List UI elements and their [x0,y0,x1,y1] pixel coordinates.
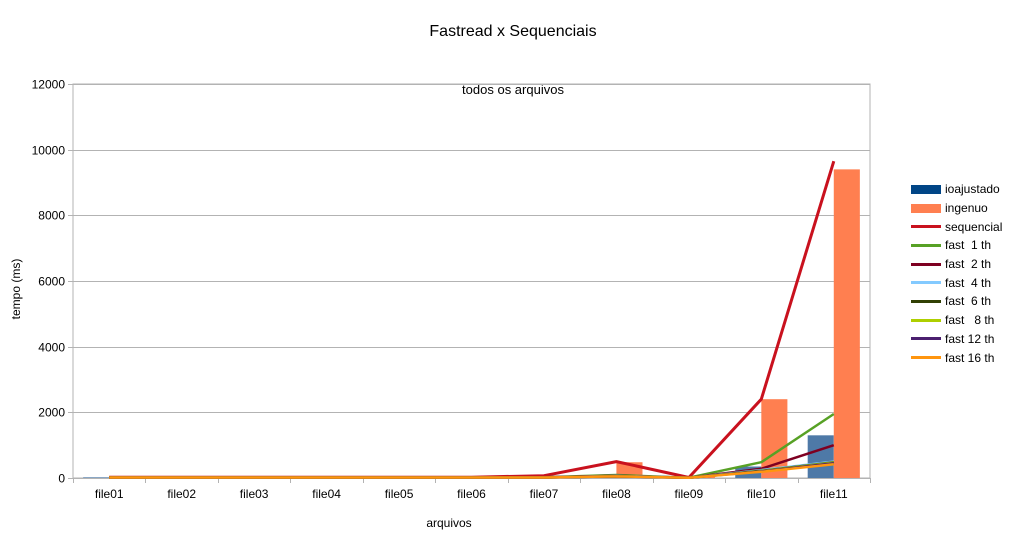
legend-swatch [911,225,941,229]
x-tick-label: file02 [167,487,196,501]
y-tick-label: 4000 [38,341,65,355]
x-tick-label: file01 [95,487,124,501]
legend-item: fast 8 th [911,311,1011,330]
x-tick-label: file03 [240,487,269,501]
legend-swatch [911,337,941,341]
legend-item: fast 6 th [911,292,1011,311]
x-tick-label: file07 [530,487,559,501]
legend-swatch [911,356,941,360]
y-tick-label: 6000 [38,275,65,289]
legend-label: fast 2 th [945,257,992,272]
legend-label: fast 12 th [945,331,995,346]
legend-swatch [911,281,941,285]
legend-swatch [911,318,941,322]
y-tick-label: 12000 [32,78,66,92]
y-tick-label: 8000 [38,209,65,223]
x-tick-label: file10 [747,487,776,501]
legend-label: fast 6 th [945,294,992,309]
bar-ioajustado-file11 [807,435,834,478]
bar-ingenuo-file11 [833,169,860,478]
legend-label: fast 4 th [945,275,992,290]
lines [109,160,836,479]
bar-ioajustado-file01 [83,477,110,478]
y-tick-label: 0 [58,472,65,486]
y-axis-label: tempo (ms) [9,259,23,320]
bar-ingenuo-file10 [761,399,788,478]
legend-label: fast 8 th [945,313,995,328]
legend-label: sequencial [945,219,1003,234]
legend-swatch [911,243,941,247]
x-tick-label: file05 [385,487,414,501]
legend-label: ingenuo [945,201,988,216]
legend: ioajustado ingenuo sequencial fast 1 th fast… [911,180,1011,367]
x-tick-label: file08 [602,487,631,501]
legend-item: fast 4 th [911,273,1011,292]
legend-swatch [911,184,941,194]
grid [68,83,871,483]
y-tick-label: 2000 [38,406,65,420]
legend-item: ingenuo [911,199,1011,218]
legend-item: fast 16 th [911,348,1011,367]
legend-item: fast 1 th [911,236,1011,255]
legend-swatch [911,299,941,303]
legend-swatch [911,262,941,266]
x-tick-label: file11 [820,487,848,501]
chart-subtitle: todos os arquivos [462,82,564,97]
line-sequencial [109,160,836,479]
legend-item: fast 2 th [911,255,1011,274]
chart-title: Fastread x Sequenciais [429,23,596,40]
x-tick-label: file04 [312,487,341,501]
line-fast-1-th [109,412,835,479]
x-tick-label: file09 [675,487,704,501]
legend-label: fast 16 th [945,350,995,365]
legend-item: sequencial [911,217,1011,236]
line-fast-16-th [109,462,834,479]
legend-item: fast 12 th [911,330,1011,349]
y-tick-label: 10000 [32,144,66,158]
x-tick-labels: file01 file02 file03 file04 file05 file06 file… [95,487,848,501]
x-axis-label: arquivos [426,516,471,530]
legend-swatch [911,203,941,213]
legend-label: fast 1 th [945,238,992,253]
x-tick-label: file06 [457,487,486,501]
legend-label: ioajustado [945,182,1000,197]
y-tick-labels: 0 2000 4000 6000 8000 10000 12000 [32,78,66,486]
legend-item: ioajustado [911,180,1011,199]
